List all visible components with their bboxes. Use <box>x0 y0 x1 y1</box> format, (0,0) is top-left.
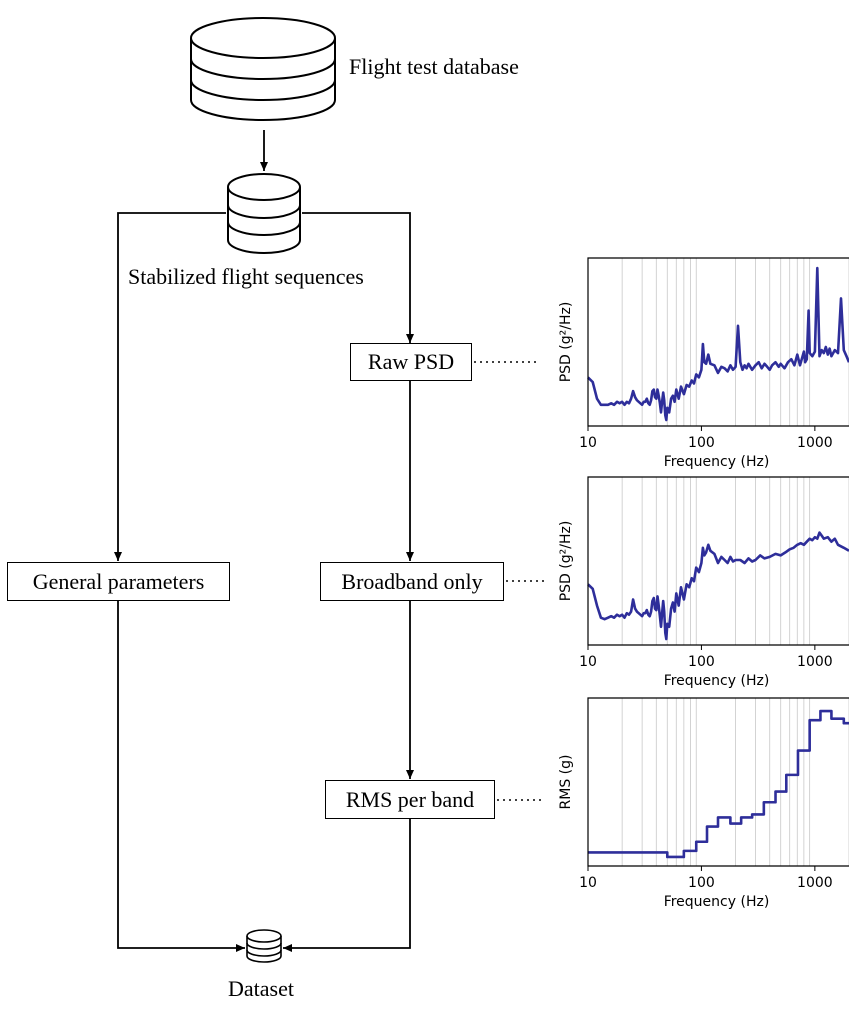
axes-frame <box>587 257 849 427</box>
dataset-icon <box>246 929 282 963</box>
series-line <box>588 709 849 859</box>
general-parameters-box: General parameters <box>7 562 230 601</box>
x-tick-label: 100 <box>688 435 715 451</box>
broadband-only-box: Broadband only <box>320 562 504 601</box>
flight-database-label: Flight test database <box>349 54 519 79</box>
arrow-stabilized-to-general <box>114 212 226 561</box>
grid-lines <box>621 477 849 645</box>
flight-database-icon <box>190 17 336 121</box>
grid-lines <box>621 698 849 866</box>
x-tick-label: 1000 <box>797 654 833 670</box>
y-axis-label: PSD (g²/Hz) <box>558 521 574 602</box>
x-tick-label: 1000 <box>797 435 833 451</box>
rms-per-band-chart: 10 100 1000 Frequency (Hz) RMS (g) <box>558 697 849 910</box>
x-tick-label: 100 <box>688 654 715 670</box>
arrow-rms-to-dataset <box>283 819 411 952</box>
arrow-general-to-dataset <box>117 601 245 952</box>
y-axis-label: RMS (g) <box>558 755 574 810</box>
stabilized-sequences-label: Stabilized flight sequences <box>128 264 364 289</box>
series-line <box>587 531 849 641</box>
stabilized-sequences-icon <box>227 173 301 254</box>
x-axis-label: Frequency (Hz) <box>664 894 770 910</box>
axes-frame <box>587 697 849 867</box>
x-tick-label: 100 <box>688 875 715 891</box>
x-axis-label: Frequency (Hz) <box>664 454 770 470</box>
y-axis-label: PSD (g²/Hz) <box>558 302 574 383</box>
x-axis-label: Frequency (Hz) <box>664 673 770 689</box>
arrow-stabilized-to-rawpsd <box>302 212 414 343</box>
series-line <box>587 266 849 422</box>
raw-psd-box: Raw PSD <box>350 343 472 381</box>
rms-per-band-box: RMS per band <box>325 780 495 819</box>
broadband-psd-chart: 10 100 1000 Frequency (Hz) PSD (g²/Hz) <box>558 476 849 689</box>
x-tick-label: 10 <box>579 875 597 891</box>
x-tick-label: 10 <box>579 435 597 451</box>
axes-frame <box>587 476 849 646</box>
x-tick-label: 1000 <box>797 875 833 891</box>
raw-psd-chart: 10 100 1000 Frequency (Hz) PSD (g²/Hz) <box>558 257 849 470</box>
dataset-label: Dataset <box>228 976 294 1001</box>
x-tick-label: 10 <box>579 654 597 670</box>
